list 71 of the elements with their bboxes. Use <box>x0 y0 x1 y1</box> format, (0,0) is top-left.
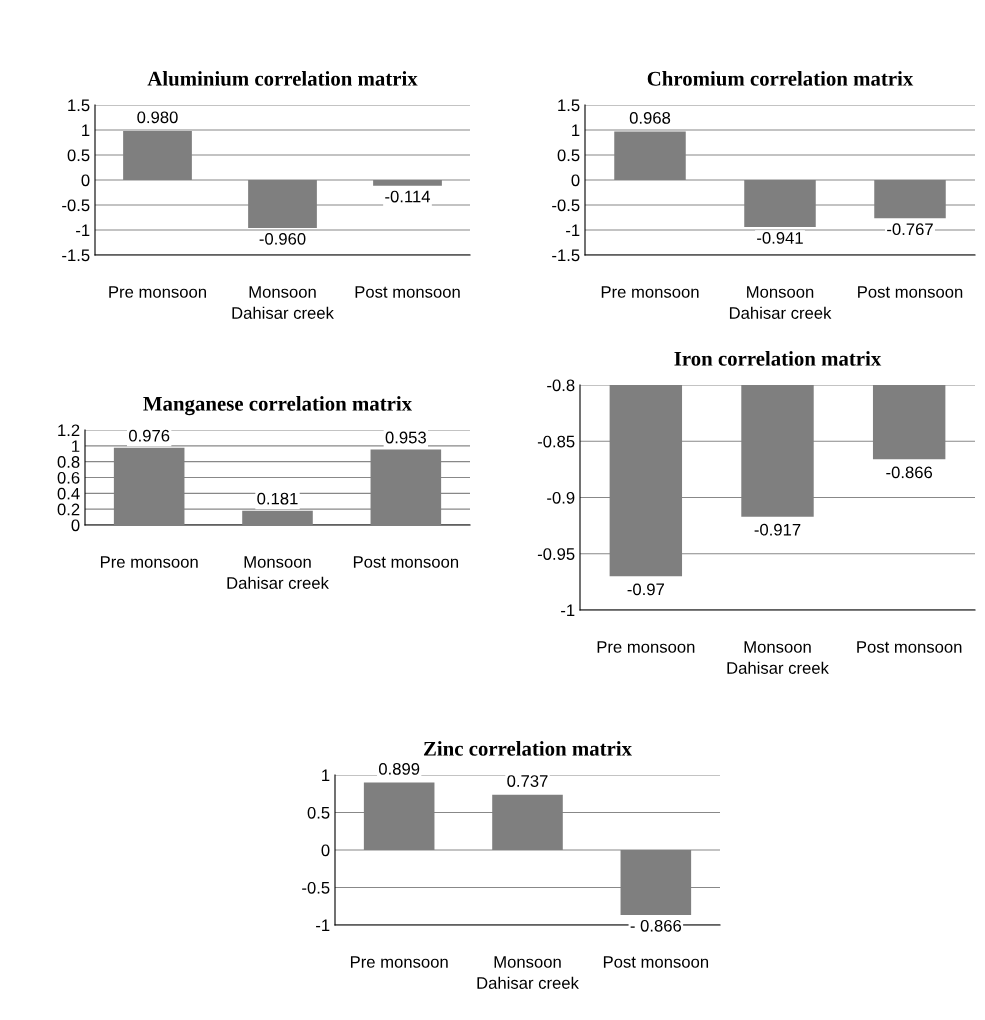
data-label: 0.953 <box>385 431 426 444</box>
data-label: -0.866 <box>886 466 933 479</box>
y-tick-label: 1.2 <box>58 424 80 437</box>
x-tick-label: Pre monsoon <box>350 956 448 968</box>
x-tick-label: Post monsoon <box>858 286 963 298</box>
y-tick-label: 0.5 <box>67 149 90 162</box>
x-tick-label: Monsoon <box>244 556 311 568</box>
x-tick-label: Monsoon <box>744 641 811 653</box>
y-tick-label: -1.5 <box>552 249 580 262</box>
y-tick-label: 0.8 <box>57 456 80 468</box>
y-tick-label: -1 <box>76 224 90 237</box>
y-tick-label: 0.4 <box>57 487 80 500</box>
x-tick-label: Pre monsoon <box>601 286 699 298</box>
y-tick-label: -1 <box>561 604 575 617</box>
y-tick-label: -1 <box>566 224 580 237</box>
y-tick-label: 0.2 <box>57 503 80 516</box>
data-label: 0.980 <box>137 111 178 124</box>
y-tick-label: -0.85 <box>537 435 575 448</box>
data-label: 0.976 <box>128 429 170 442</box>
x-axis-title: Dahisar creek <box>729 306 832 319</box>
y-tick-label: 1 <box>322 769 330 782</box>
data-label: -0.960 <box>259 232 306 245</box>
y-tick-label: -0.8 <box>547 379 575 392</box>
data-label: -0.941 <box>757 231 803 244</box>
y-tick-label: -0.5 <box>62 199 90 212</box>
y-tick-label: 0 <box>81 174 90 187</box>
y-tick-label: 1 <box>72 440 80 452</box>
y-tick-label: 1 <box>572 124 580 137</box>
data-label: -0.767 <box>887 223 933 236</box>
data-label: 0.737 <box>507 775 548 787</box>
data-label: -0.97 <box>627 583 664 596</box>
data-label: 0.968 <box>629 112 671 124</box>
chart-title: Iron correlation matrix <box>674 351 882 366</box>
y-tick-label: 0 <box>321 844 330 857</box>
y-tick-label: -1.5 <box>62 249 90 262</box>
x-tick-label: Post monsoon <box>355 286 460 298</box>
data-label: -0.114 <box>385 190 431 203</box>
y-tick-label: -0.5 <box>302 881 330 894</box>
x-axis-title: Dahisar creek <box>227 576 329 589</box>
y-tick-label: 1.5 <box>558 99 580 112</box>
y-tick-label: -0.9 <box>547 491 575 504</box>
x-tick-label: Pre monsoon <box>597 641 695 653</box>
x-tick-label: Post monsoon <box>353 556 459 568</box>
x-tick-label: Pre monsoon <box>109 286 206 298</box>
y-tick-label: 0 <box>571 174 580 187</box>
chart-title: Aluminium correlation matrix <box>147 71 418 86</box>
chart-title: Manganese correlation matrix <box>143 396 413 416</box>
chart-title: Zinc correlation matrix <box>423 741 632 756</box>
data-label: 0.181 <box>257 492 298 505</box>
x-tick-label: Pre monsoon <box>100 556 198 568</box>
x-tick-label: Monsoon <box>249 286 316 298</box>
y-tick-label: 1 <box>82 124 90 137</box>
x-axis-title: Dahisar creek <box>727 661 829 674</box>
y-tick-label: -0.95 <box>537 548 575 560</box>
x-tick-label: Post monsoon <box>857 641 962 653</box>
y-tick-label: -0.5 <box>552 199 580 212</box>
data-label: -0.917 <box>754 523 801 536</box>
y-tick-label: -1 <box>316 919 330 932</box>
data-label: 0.899 <box>378 762 420 775</box>
x-axis-title: Dahisar creek <box>477 976 579 989</box>
y-tick-label: 0.5 <box>557 149 580 162</box>
x-axis-title: Dahisar creek <box>232 306 334 319</box>
data-label: - 0.866 <box>630 919 682 932</box>
x-tick-label: Post monsoon <box>603 956 709 968</box>
y-tick-label: 1.5 <box>68 99 90 112</box>
x-tick-label: Monsoon <box>747 286 814 298</box>
x-tick-label: Monsoon <box>494 956 561 968</box>
y-tick-label: 0.5 <box>307 806 330 819</box>
y-tick-label: 0 <box>71 519 80 532</box>
chart-title: Chromium correlation matrix <box>647 71 914 86</box>
y-tick-label: 0.6 <box>57 471 80 484</box>
